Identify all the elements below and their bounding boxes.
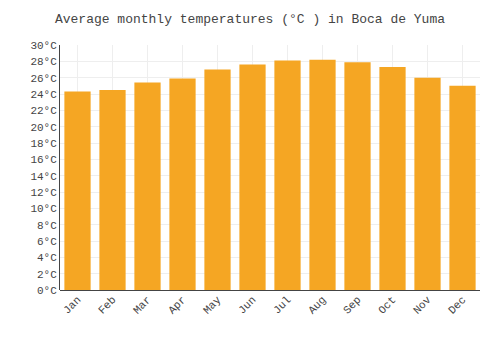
svg-text:22°C: 22°C (30, 105, 57, 117)
svg-text:Aug: Aug (306, 294, 328, 316)
svg-text:16°C: 16°C (30, 154, 57, 166)
svg-text:Sep: Sep (341, 294, 363, 316)
svg-text:Mar: Mar (131, 294, 153, 316)
svg-text:Nov: Nov (411, 294, 434, 317)
svg-text:Jun: Jun (236, 294, 258, 316)
svg-text:Average monthly temperatures (: Average monthly temperatures (°C ) in Bo… (55, 12, 445, 27)
svg-text:30°C: 30°C (30, 40, 57, 52)
svg-text:Feb: Feb (96, 294, 118, 316)
svg-text:12°C: 12°C (30, 187, 57, 199)
svg-text:Jul: Jul (271, 294, 293, 316)
svg-text:20°C: 20°C (30, 122, 57, 134)
svg-text:14°C: 14°C (30, 171, 57, 183)
svg-text:26°C: 26°C (30, 73, 57, 85)
svg-text:2°C: 2°C (37, 269, 57, 281)
svg-text:6°C: 6°C (37, 236, 57, 248)
svg-text:8°C: 8°C (37, 220, 57, 232)
svg-text:10°C: 10°C (30, 203, 57, 215)
svg-text:May: May (201, 294, 224, 317)
svg-text:Jan: Jan (61, 294, 83, 316)
svg-text:Dec: Dec (446, 294, 468, 316)
svg-text:28°C: 28°C (30, 56, 57, 68)
svg-text:24°C: 24°C (30, 89, 57, 101)
svg-text:0°C: 0°C (37, 285, 57, 297)
svg-text:18°C: 18°C (30, 138, 57, 150)
svg-text:Apr: Apr (166, 294, 188, 316)
svg-text:Oct: Oct (376, 294, 398, 316)
svg-text:4°C: 4°C (37, 252, 57, 264)
